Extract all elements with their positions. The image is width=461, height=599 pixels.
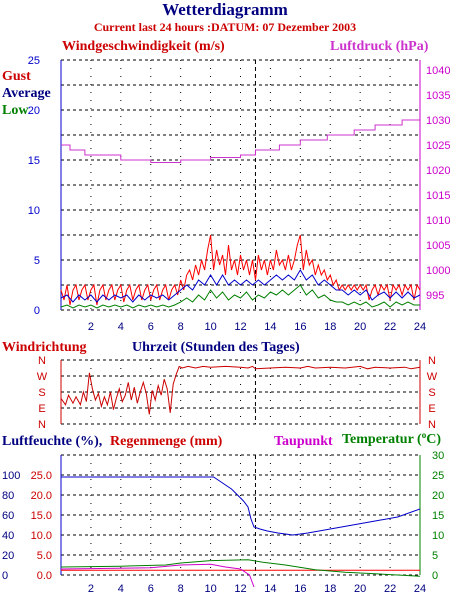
dir-right-label-3: E: [428, 403, 435, 415]
humidity-y-tick-2: 40: [2, 530, 14, 542]
wind-x-tick-4: 10: [204, 321, 216, 333]
dir-right-label-0: N: [428, 355, 436, 367]
hum-x-tick-3: 8: [178, 583, 184, 595]
temp-y-tick-2: 10: [432, 530, 444, 542]
wind-y-tick-2: 10: [28, 205, 40, 217]
time-axis-title: Uhrzeit (Stunden des Tages): [132, 340, 300, 355]
wind-y-tick-4: 20: [28, 105, 40, 117]
pressure-y-tick-4: 1015: [426, 190, 450, 202]
temperature-title-text: Temperatur (: [342, 432, 422, 447]
wind-x-tick-10: 22: [384, 321, 396, 333]
temperature-title-unit: C): [426, 432, 441, 447]
rain-y-tick-4: 20.0: [31, 490, 52, 502]
wind-x-tick-1: 4: [118, 321, 124, 333]
wind-x-tick-7: 16: [294, 321, 306, 333]
pressure-y-tick-9: 1040: [426, 65, 450, 77]
hum-x-tick-4: 10: [204, 583, 216, 595]
dir-left-label-4: N: [38, 419, 46, 431]
humidity-title: Luftfeuchte (%),: [2, 434, 102, 449]
chart-subtitle: Current last 24 hours :DATUM: 07 Dezembe…: [94, 20, 356, 34]
hum-x-tick-7: 16: [294, 583, 306, 595]
pressure-y-tick-5: 1020: [426, 165, 450, 177]
degree-symbol: o: [422, 430, 427, 440]
dewpoint-title: Taupunkt: [274, 434, 333, 449]
legend-low: Low: [2, 103, 29, 118]
dir-right-label-2: S: [428, 387, 435, 399]
hum-x-tick-11: 24: [414, 583, 426, 595]
hum-x-tick-0: 2: [88, 583, 94, 595]
pressure-y-tick-2: 1005: [426, 240, 450, 252]
pressure-axis-title: Luftdruck (hPa): [330, 39, 429, 54]
temp-y-tick-5: 25: [432, 470, 444, 482]
temp-y-tick-3: 15: [432, 510, 444, 522]
wind-x-tick-5: 12: [234, 321, 246, 333]
temp-y-tick-1: 5: [432, 550, 438, 562]
humidity-temperature-panel: 0 20 40 60 80 100 0.0 5.0 10.0 15.0 20.0 25.0 0 5 10 15…: [2, 450, 444, 595]
dir-left-label-2: S: [38, 387, 45, 399]
pressure-y-tick-6: 1025: [426, 140, 450, 152]
temp-y-tick-4: 20: [432, 490, 444, 502]
rain-y-tick-1: 5.0: [37, 550, 52, 562]
wind-direction-title: Windrichtung: [2, 340, 87, 355]
wind-y-tick-5: 25: [28, 55, 40, 67]
humidity-y-tick-5: 100: [2, 470, 20, 482]
wind-pressure-panel: 0510152025995100010051010101510201025103…: [28, 55, 451, 333]
wind-speed-axis-title: Windgeschwindigkeit (m/s): [62, 39, 225, 54]
legend-average: Average: [2, 86, 51, 101]
hum-x-tick-9: 20: [354, 583, 366, 595]
hum-x-tick-6: 14: [264, 583, 276, 595]
hum-x-tick-2: 6: [148, 583, 154, 595]
temp-y-tick-0: 0: [432, 570, 438, 582]
hum-x-tick-5: 12: [234, 583, 246, 595]
pressure-y-tick-1: 1000: [426, 265, 450, 277]
pressure-y-tick-7: 1030: [426, 115, 450, 127]
rain-title: Regenmenge (mm): [110, 434, 223, 449]
dir-right-label-1: W: [427, 371, 438, 383]
wind-series-gust: [60, 234, 421, 306]
pressure-y-tick-8: 1035: [426, 90, 450, 102]
humidity-y-tick-4: 80: [2, 490, 14, 502]
wind-x-tick-6: 14: [264, 321, 276, 333]
wind-direction-line: [60, 365, 421, 415]
wind-x-tick-11: 24: [414, 321, 426, 333]
hum-series-luftfeuchte: [61, 476, 420, 536]
hum-series-temperatur: [61, 559, 420, 577]
hum-series-group: [61, 476, 420, 588]
pressure-y-tick-3: 1010: [426, 215, 450, 227]
wind-x-tick-3: 8: [178, 321, 184, 333]
temperature-title: Temperatur (oC): [342, 430, 441, 447]
dir-left-label-1: W: [37, 371, 48, 383]
wind-series-low: [60, 284, 420, 309]
temp-y-tick-6: 30: [432, 450, 444, 462]
pressure-y-tick-0: 995: [426, 290, 444, 302]
wind-x-tick-0: 2: [88, 321, 94, 333]
hum-x-tick-10: 22: [384, 583, 396, 595]
wind-x-tick-2: 6: [148, 321, 154, 333]
legend-gust: Gust: [2, 69, 31, 84]
rain-y-tick-3: 15.0: [31, 510, 52, 522]
wind-x-tick-9: 20: [354, 321, 366, 333]
wind-y-tick-0: 0: [34, 305, 40, 317]
rain-y-tick-5: 25.0: [31, 470, 52, 482]
humidity-y-tick-1: 20: [2, 550, 14, 562]
wind-direction-panel: N NW WS SE EN N: [37, 355, 438, 431]
dir-left-label-3: E: [38, 403, 45, 415]
dir-right-label-4: N: [428, 419, 436, 431]
chart-title: Wetterdiagramm: [162, 0, 288, 19]
wind-series-luftdruck: [61, 119, 420, 163]
hum-x-tick-8: 18: [324, 583, 336, 595]
humidity-y-tick-0: 0: [2, 570, 8, 582]
wind-y-tick-1: 5: [34, 255, 40, 267]
wind-series-average: [60, 269, 421, 303]
hum-x-tick-1: 4: [118, 583, 124, 595]
rain-y-tick-2: 10.0: [31, 530, 52, 542]
wind-y-tick-3: 15: [28, 155, 40, 167]
dir-left-label-0: N: [38, 355, 46, 367]
rain-y-tick-0: 0.0: [37, 570, 52, 582]
wind-x-tick-8: 18: [324, 321, 336, 333]
hum-series-taupunkt: [61, 563, 255, 588]
humidity-y-tick-3: 60: [2, 510, 14, 522]
